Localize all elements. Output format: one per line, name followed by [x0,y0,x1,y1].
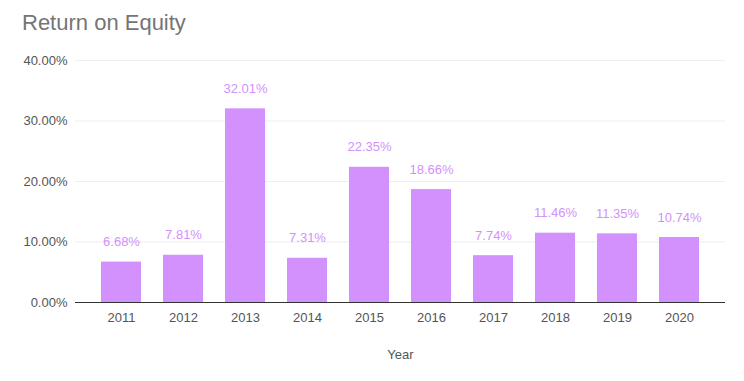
svg-text:10.00%: 10.00% [23,234,68,249]
svg-text:2020: 2020 [665,310,694,325]
svg-text:11.46%: 11.46% [534,205,578,220]
svg-text:7.81%: 7.81% [165,227,202,242]
svg-text:11.35%: 11.35% [596,206,640,221]
svg-text:2017: 2017 [479,310,508,325]
svg-text:32.01%: 32.01% [223,81,268,96]
svg-text:22.35%: 22.35% [347,139,392,154]
svg-text:2015: 2015 [355,310,384,325]
svg-text:7.74%: 7.74% [475,228,512,243]
svg-text:Year: Year [387,347,414,362]
svg-text:6.68%: 6.68% [103,234,140,249]
svg-text:2012: 2012 [169,310,198,325]
svg-text:2016: 2016 [417,310,446,325]
svg-text:2011: 2011 [108,310,136,325]
svg-text:40.00%: 40.00% [23,53,68,68]
svg-text:20.00%: 20.00% [23,174,68,189]
svg-text:18.66%: 18.66% [409,162,454,177]
svg-text:2014: 2014 [293,310,322,325]
svg-text:2018: 2018 [541,310,570,325]
svg-text:0.00%: 0.00% [31,295,68,310]
svg-text:2013: 2013 [231,310,260,325]
svg-text:2019: 2019 [603,310,632,325]
svg-text:30.00%: 30.00% [23,113,68,128]
svg-text:10.74%: 10.74% [657,210,702,225]
html-text:Return on Equity: Return on Equity [22,10,186,35]
svg-text:7.31%: 7.31% [289,230,326,245]
